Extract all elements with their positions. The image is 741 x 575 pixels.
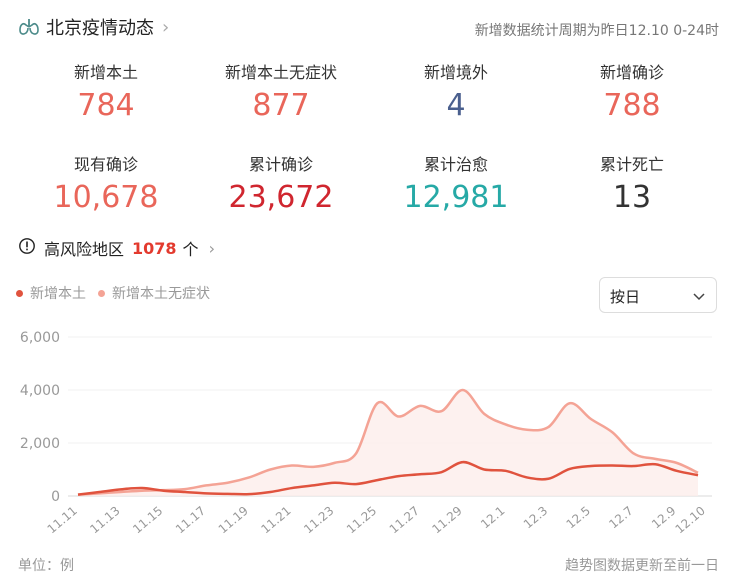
area-fill-asymptomatic	[78, 389, 698, 496]
stat-value: 12,981	[403, 180, 509, 215]
stat-label: 累计确诊	[248, 155, 313, 174]
stat-new-local: 新增本土 784	[26, 62, 186, 126]
x-tick-label: 11.13	[87, 504, 122, 537]
stat-label: 累计治愈	[423, 155, 488, 174]
stat-label: 累计死亡	[599, 155, 664, 174]
x-tick-label: 11.17	[173, 504, 208, 537]
x-tick-label: 11.27	[387, 504, 422, 537]
stat-value: 788	[603, 88, 661, 123]
stat-total-confirmed: 累计确诊 23,672	[201, 154, 361, 218]
chevron-down-icon	[692, 288, 706, 307]
unit-label: 单位：例	[18, 558, 74, 574]
page-title: 北京疫情动态	[46, 18, 154, 39]
stat-label: 新增本土无症状	[224, 63, 337, 82]
stat-new-imported: 新增境外 4	[376, 62, 536, 126]
x-tick-label: 11.29	[429, 504, 464, 537]
legend-marker	[98, 289, 105, 297]
granularity-select-value: 按日	[610, 288, 641, 306]
legend-item-local[interactable]: 新增本土	[16, 283, 86, 303]
legend-item-asymptomatic[interactable]: 新增本土无症状	[98, 283, 210, 303]
y-tick-label: 4,000	[20, 383, 60, 399]
stat-value: 877	[252, 88, 310, 123]
risk-unit: 个	[182, 240, 199, 259]
x-tick-label: 11.11	[45, 504, 80, 537]
x-tick-label: 12.7	[606, 504, 635, 532]
chevron-right-icon: ›	[162, 16, 170, 38]
x-tick-label: 12.1	[478, 504, 507, 532]
y-tick-label: 6,000	[20, 330, 60, 346]
alert-circle-icon	[18, 237, 36, 259]
x-tick-label: 12.3	[521, 504, 550, 532]
stat-label: 新增境外	[423, 63, 488, 82]
trend-chart: 0 2,000 4,000 6,000 11.11 11.13 11.15 11.17 11.1…	[20, 330, 712, 537]
x-tick-label: 11.19	[216, 504, 251, 537]
stat-value: 10,678	[53, 180, 159, 215]
x-tick-label: 11.21	[258, 504, 293, 537]
risk-label: 高风险地区	[44, 240, 125, 259]
stat-label: 新增确诊	[599, 63, 664, 82]
lungs-icon	[18, 16, 40, 38]
stat-new-local-asymptomatic: 新增本土无症状 877	[201, 62, 361, 126]
stat-total-deaths: 累计死亡 13	[552, 154, 712, 218]
granularity-select[interactable]: 按日	[599, 277, 717, 313]
legend-label: 新增本土无症状	[112, 286, 210, 302]
risk-count: 1078	[132, 238, 177, 258]
stat-new-confirmed: 新增确诊 788	[552, 62, 712, 126]
x-tick-label: 12.10	[673, 504, 708, 537]
header: 北京疫情动态 › 新增数据统计周期为昨日12.10 0-24时	[18, 14, 721, 46]
x-tick-label: 11.25	[344, 504, 379, 537]
stat-label: 现有确诊	[73, 155, 138, 174]
series-line-asymptomatic	[77, 388, 699, 496]
chevron-right-icon: ›	[208, 238, 215, 258]
title-link[interactable]: 北京疫情动态 ›	[18, 14, 169, 40]
y-tick-label: 2,000	[20, 436, 60, 452]
stat-value: 784	[77, 88, 135, 123]
x-tick-label: 11.15	[130, 504, 165, 537]
stat-current-confirmed: 现有确诊 10,678	[26, 154, 186, 218]
x-tick-label: 11.23	[301, 504, 336, 537]
stats-period: 新增数据统计周期为昨日12.10 0-24时	[474, 23, 719, 39]
legend-marker	[16, 289, 23, 297]
update-note: 趋势图数据更新至前一日	[565, 558, 719, 574]
stat-label: 新增本土	[73, 63, 138, 82]
stat-value: 13	[612, 180, 652, 215]
stat-total-cured: 累计治愈 12,981	[376, 154, 536, 218]
stat-value: 4	[446, 88, 466, 123]
legend-label: 新增本土	[30, 286, 86, 302]
stat-value: 23,672	[228, 180, 334, 215]
chart-legend: 新增本土 新增本土无症状	[16, 283, 222, 303]
series-line-local	[77, 460, 699, 496]
x-tick-label: 12.5	[564, 504, 593, 532]
y-tick-label: 0	[51, 489, 60, 505]
high-risk-areas-link[interactable]: 高风险地区 1078 个 ›	[18, 236, 215, 260]
